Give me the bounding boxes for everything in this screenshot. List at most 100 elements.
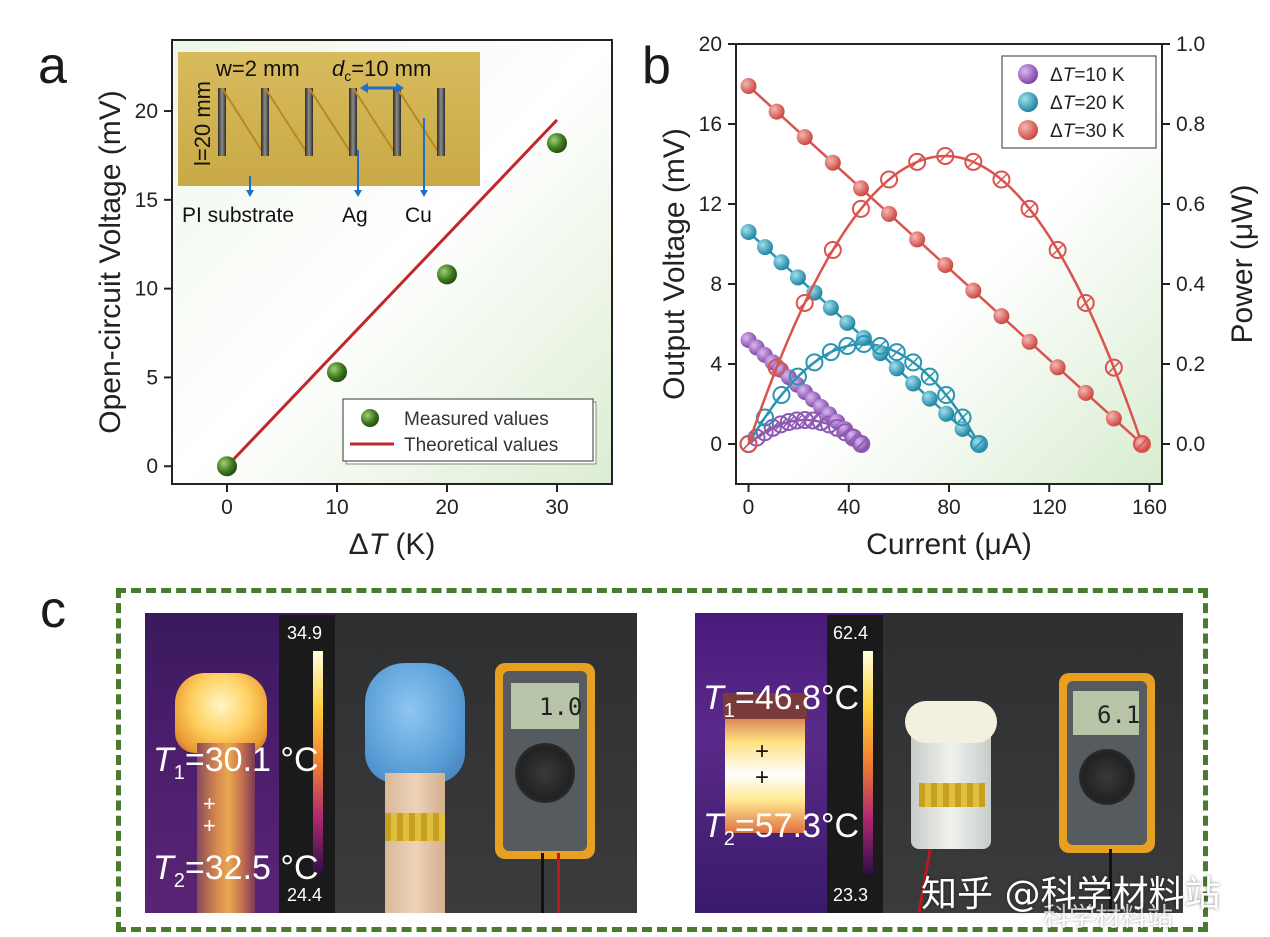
y2-tick-label: 0.6	[1176, 193, 1205, 216]
power-point	[851, 199, 870, 218]
y2-tick-label: 0.8	[1176, 113, 1205, 136]
chart-b: 0 40 80 120 160 0 4 8 12 16 20 0.0 0.2 0.4 0.6 0.8 1.0 Cu…	[658, 33, 1259, 561]
cu-connector	[396, 87, 442, 157]
voltage-point	[937, 257, 954, 273]
measured-point	[547, 133, 567, 154]
power-point	[821, 343, 840, 362]
y-tick-label: 10	[135, 278, 158, 301]
inset-w-label: w=2 mm	[215, 56, 300, 81]
panel-c-letter: c	[40, 581, 66, 639]
cu-connector	[221, 87, 266, 157]
y-tick-label: 20	[135, 100, 158, 123]
power-point	[871, 337, 890, 356]
voltage-point	[789, 269, 806, 286]
voltage-point	[1077, 384, 1094, 401]
x-tick-label: 40	[837, 496, 860, 519]
legend-marker	[1018, 120, 1038, 140]
voltage-point	[905, 375, 922, 392]
scale-max-left: 34.9	[287, 623, 323, 643]
power-point	[908, 152, 927, 171]
power-point	[1132, 435, 1151, 453]
power-point	[739, 435, 758, 453]
ag-leg	[218, 88, 226, 156]
power-point-slash	[759, 411, 771, 423]
power-point	[970, 435, 989, 453]
y-axis-label: Output Voltage (mV)	[658, 128, 691, 400]
panel-a-letter: a	[38, 37, 67, 95]
legend-marker	[1018, 92, 1038, 112]
power-point	[904, 353, 923, 372]
x-tick-label: 160	[1132, 496, 1167, 519]
y-tick-label: 4	[710, 353, 722, 376]
voltage-point	[740, 224, 757, 240]
voltage-point	[881, 205, 898, 222]
power-point	[823, 241, 842, 260]
scale-max-right: 62.4	[833, 623, 869, 643]
power-point	[767, 358, 786, 377]
voltage-point	[822, 299, 839, 316]
voltage-point	[852, 180, 869, 197]
voltage-point	[740, 78, 757, 94]
legend-label-theoretical: Theoretical values	[404, 435, 558, 456]
meter-reading-right: 6.1	[1097, 701, 1141, 729]
power-point-slash	[891, 346, 903, 358]
power-point-slash	[924, 371, 936, 383]
power-point-slash	[759, 426, 771, 438]
voltage-point	[993, 308, 1010, 325]
y-tick-label: 20	[699, 33, 722, 56]
y2-tick-label: 0.2	[1176, 353, 1205, 376]
cu-connector	[264, 87, 310, 157]
x-tick-label: 120	[1032, 496, 1067, 519]
ag-leg	[349, 88, 357, 156]
y-tick-label: 8	[710, 273, 722, 296]
x-tick-label: 10	[325, 496, 348, 519]
power-point-slash	[792, 371, 804, 383]
inset-l-label: l=20 mm	[190, 81, 215, 166]
power-point-slash	[1024, 203, 1036, 215]
power-point	[1076, 293, 1095, 312]
voltage-point	[773, 254, 790, 271]
ag-leg	[261, 88, 269, 156]
legend-marker	[1018, 64, 1038, 84]
power-point	[887, 343, 906, 362]
power-point-slash	[855, 438, 867, 450]
y2-axis-label: Power (μW)	[1226, 185, 1259, 344]
power-point	[788, 367, 807, 386]
power-point-slash	[1052, 244, 1064, 256]
power-point	[880, 170, 899, 189]
power-point-slash	[940, 389, 952, 401]
x-tick-label: 30	[545, 496, 568, 519]
power-point	[772, 386, 791, 405]
voltage-point	[855, 330, 872, 346]
power-point-slash	[841, 340, 853, 352]
photo-wrist-multimeter: 1.0	[335, 613, 637, 913]
power-point	[803, 411, 822, 430]
thermal-image-wrist: 34.9 24.4 T1=30.1 °C + + T2=32.5 °C	[145, 613, 335, 913]
chart-b-legend: ΔT=10 K ΔT=20 K ΔT=30 K	[1001, 55, 1157, 149]
legend-label: ΔT=20 K	[1050, 93, 1125, 114]
power-point-slash	[771, 362, 783, 374]
y2-tick-label: 0.4	[1176, 273, 1206, 296]
voltage-point	[921, 390, 938, 407]
power-point-slash	[799, 297, 811, 309]
power-point	[805, 353, 824, 372]
voltage-point	[1049, 359, 1066, 376]
power-point-slash	[1136, 438, 1148, 450]
scale-min-left: 24.4	[287, 885, 323, 905]
t1-label-left: T1=30.1 °C	[153, 741, 319, 784]
voltage-point	[965, 282, 982, 299]
inset-diagram: w=2 mm dc=10 mm l=20 mm PI substrate Ag …	[178, 52, 480, 227]
power-point-slash	[907, 356, 919, 368]
power-point-slash	[995, 173, 1007, 186]
power-point-slash	[858, 338, 870, 350]
legend-marker-measured	[361, 409, 379, 427]
meter-reading-left: 1.0	[539, 693, 583, 721]
ag-leg	[305, 88, 313, 156]
y-tick-label: 12	[699, 193, 722, 216]
panel-c-frame: 34.9 24.4 T1=30.1 °C + + T2=32.5 °C 1.0 6…	[116, 588, 1220, 933]
y-tick-label: 5	[146, 366, 158, 389]
ag-leg	[437, 88, 445, 156]
thermal-image-beaker: 62.4 23.3 T1=46.8°C + + T2=57.3°C	[695, 613, 883, 913]
power-point-slash	[825, 346, 837, 358]
y2-tick-label: 0.0	[1176, 433, 1205, 456]
